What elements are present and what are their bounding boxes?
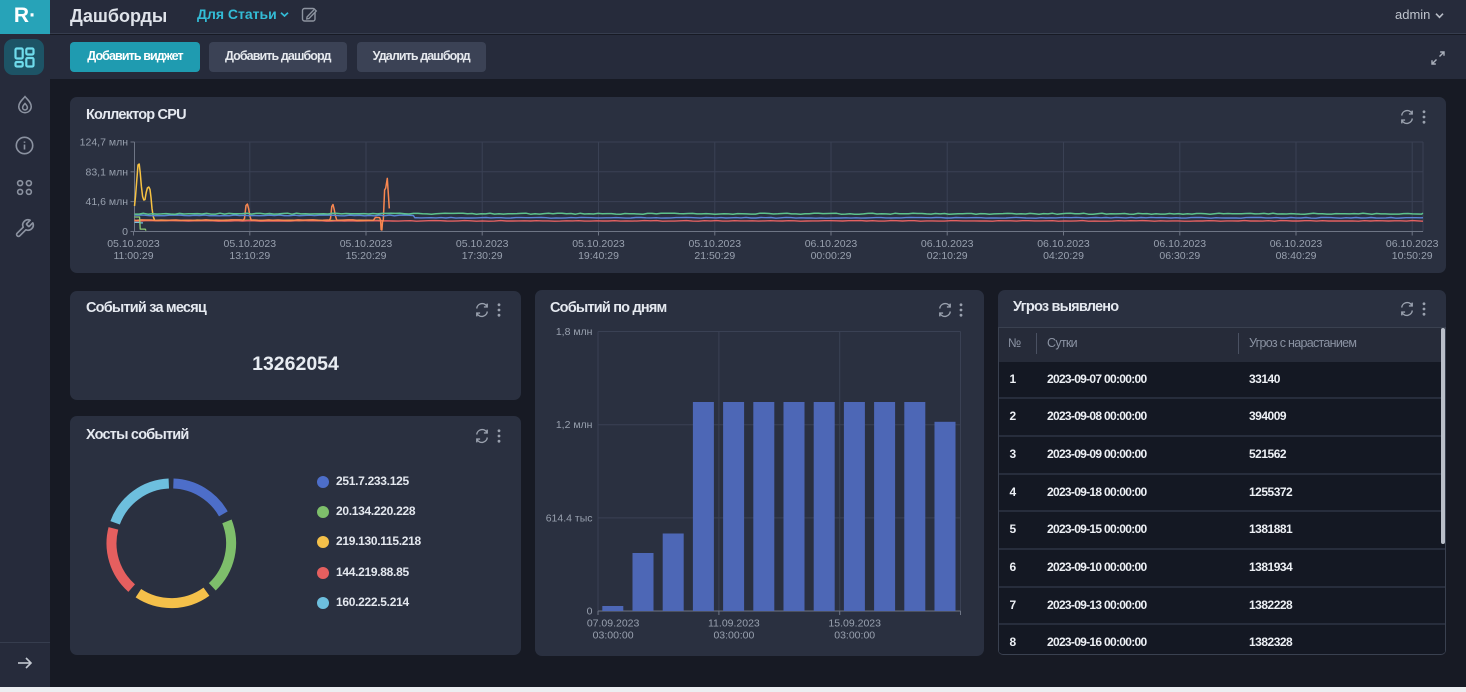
svg-text:1,2 млн: 1,2 млн [555, 419, 592, 431]
svg-text:15:20:29: 15:20:29 [346, 250, 387, 262]
svg-text:21:50:29: 21:50:29 [694, 250, 735, 262]
svg-text:17:30:29: 17:30:29 [462, 250, 503, 262]
svg-text:06.10.2023: 06.10.2023 [1037, 238, 1090, 250]
svg-text:15.09.2023: 15.09.2023 [828, 618, 881, 630]
svg-text:11.09.2023: 11.09.2023 [708, 618, 760, 630]
svg-text:08:40:29: 08:40:29 [1276, 250, 1317, 262]
svg-text:02:10:29: 02:10:29 [927, 250, 968, 262]
svg-text:05.10.2023: 05.10.2023 [456, 238, 509, 250]
svg-text:06:30:29: 06:30:29 [1159, 250, 1200, 262]
svg-text:05.10.2023: 05.10.2023 [689, 238, 742, 250]
svg-text:06.10.2023: 06.10.2023 [921, 238, 974, 250]
svg-text:83,1 млн: 83,1 млн [86, 166, 129, 178]
svg-text:10:50:29: 10:50:29 [1392, 250, 1433, 262]
svg-text:06.10.2023: 06.10.2023 [1154, 238, 1207, 250]
svg-text:07.09.2023: 07.09.2023 [586, 618, 639, 630]
svg-text:06.10.2023: 06.10.2023 [1270, 238, 1323, 250]
svg-text:04:20:29: 04:20:29 [1043, 250, 1084, 262]
svg-text:614.4 тыс: 614.4 тыс [545, 512, 592, 524]
svg-text:00:00:29: 00:00:29 [811, 250, 852, 262]
svg-text:13:10:29: 13:10:29 [229, 250, 270, 262]
svg-text:05.10.2023: 05.10.2023 [572, 238, 625, 250]
svg-text:03:00:00: 03:00:00 [834, 630, 875, 642]
svg-text:19:40:29: 19:40:29 [578, 250, 619, 262]
svg-text:05.10.2023: 05.10.2023 [340, 238, 393, 250]
svg-text:41,6 млн: 41,6 млн [86, 196, 129, 208]
svg-text:03:00:00: 03:00:00 [592, 630, 633, 642]
svg-text:05.10.2023: 05.10.2023 [224, 238, 277, 250]
svg-text:0: 0 [586, 606, 592, 618]
svg-text:11:00:29: 11:00:29 [113, 250, 153, 262]
svg-text:0: 0 [122, 226, 128, 238]
svg-text:03:00:00: 03:00:00 [713, 630, 754, 642]
svg-text:124,7 млн: 124,7 млн [80, 136, 129, 148]
svg-text:1,8 млн: 1,8 млн [555, 326, 592, 338]
svg-text:05.10.2023: 05.10.2023 [107, 238, 160, 250]
svg-text:06.10.2023: 06.10.2023 [1386, 238, 1439, 250]
svg-text:06.10.2023: 06.10.2023 [805, 238, 858, 250]
